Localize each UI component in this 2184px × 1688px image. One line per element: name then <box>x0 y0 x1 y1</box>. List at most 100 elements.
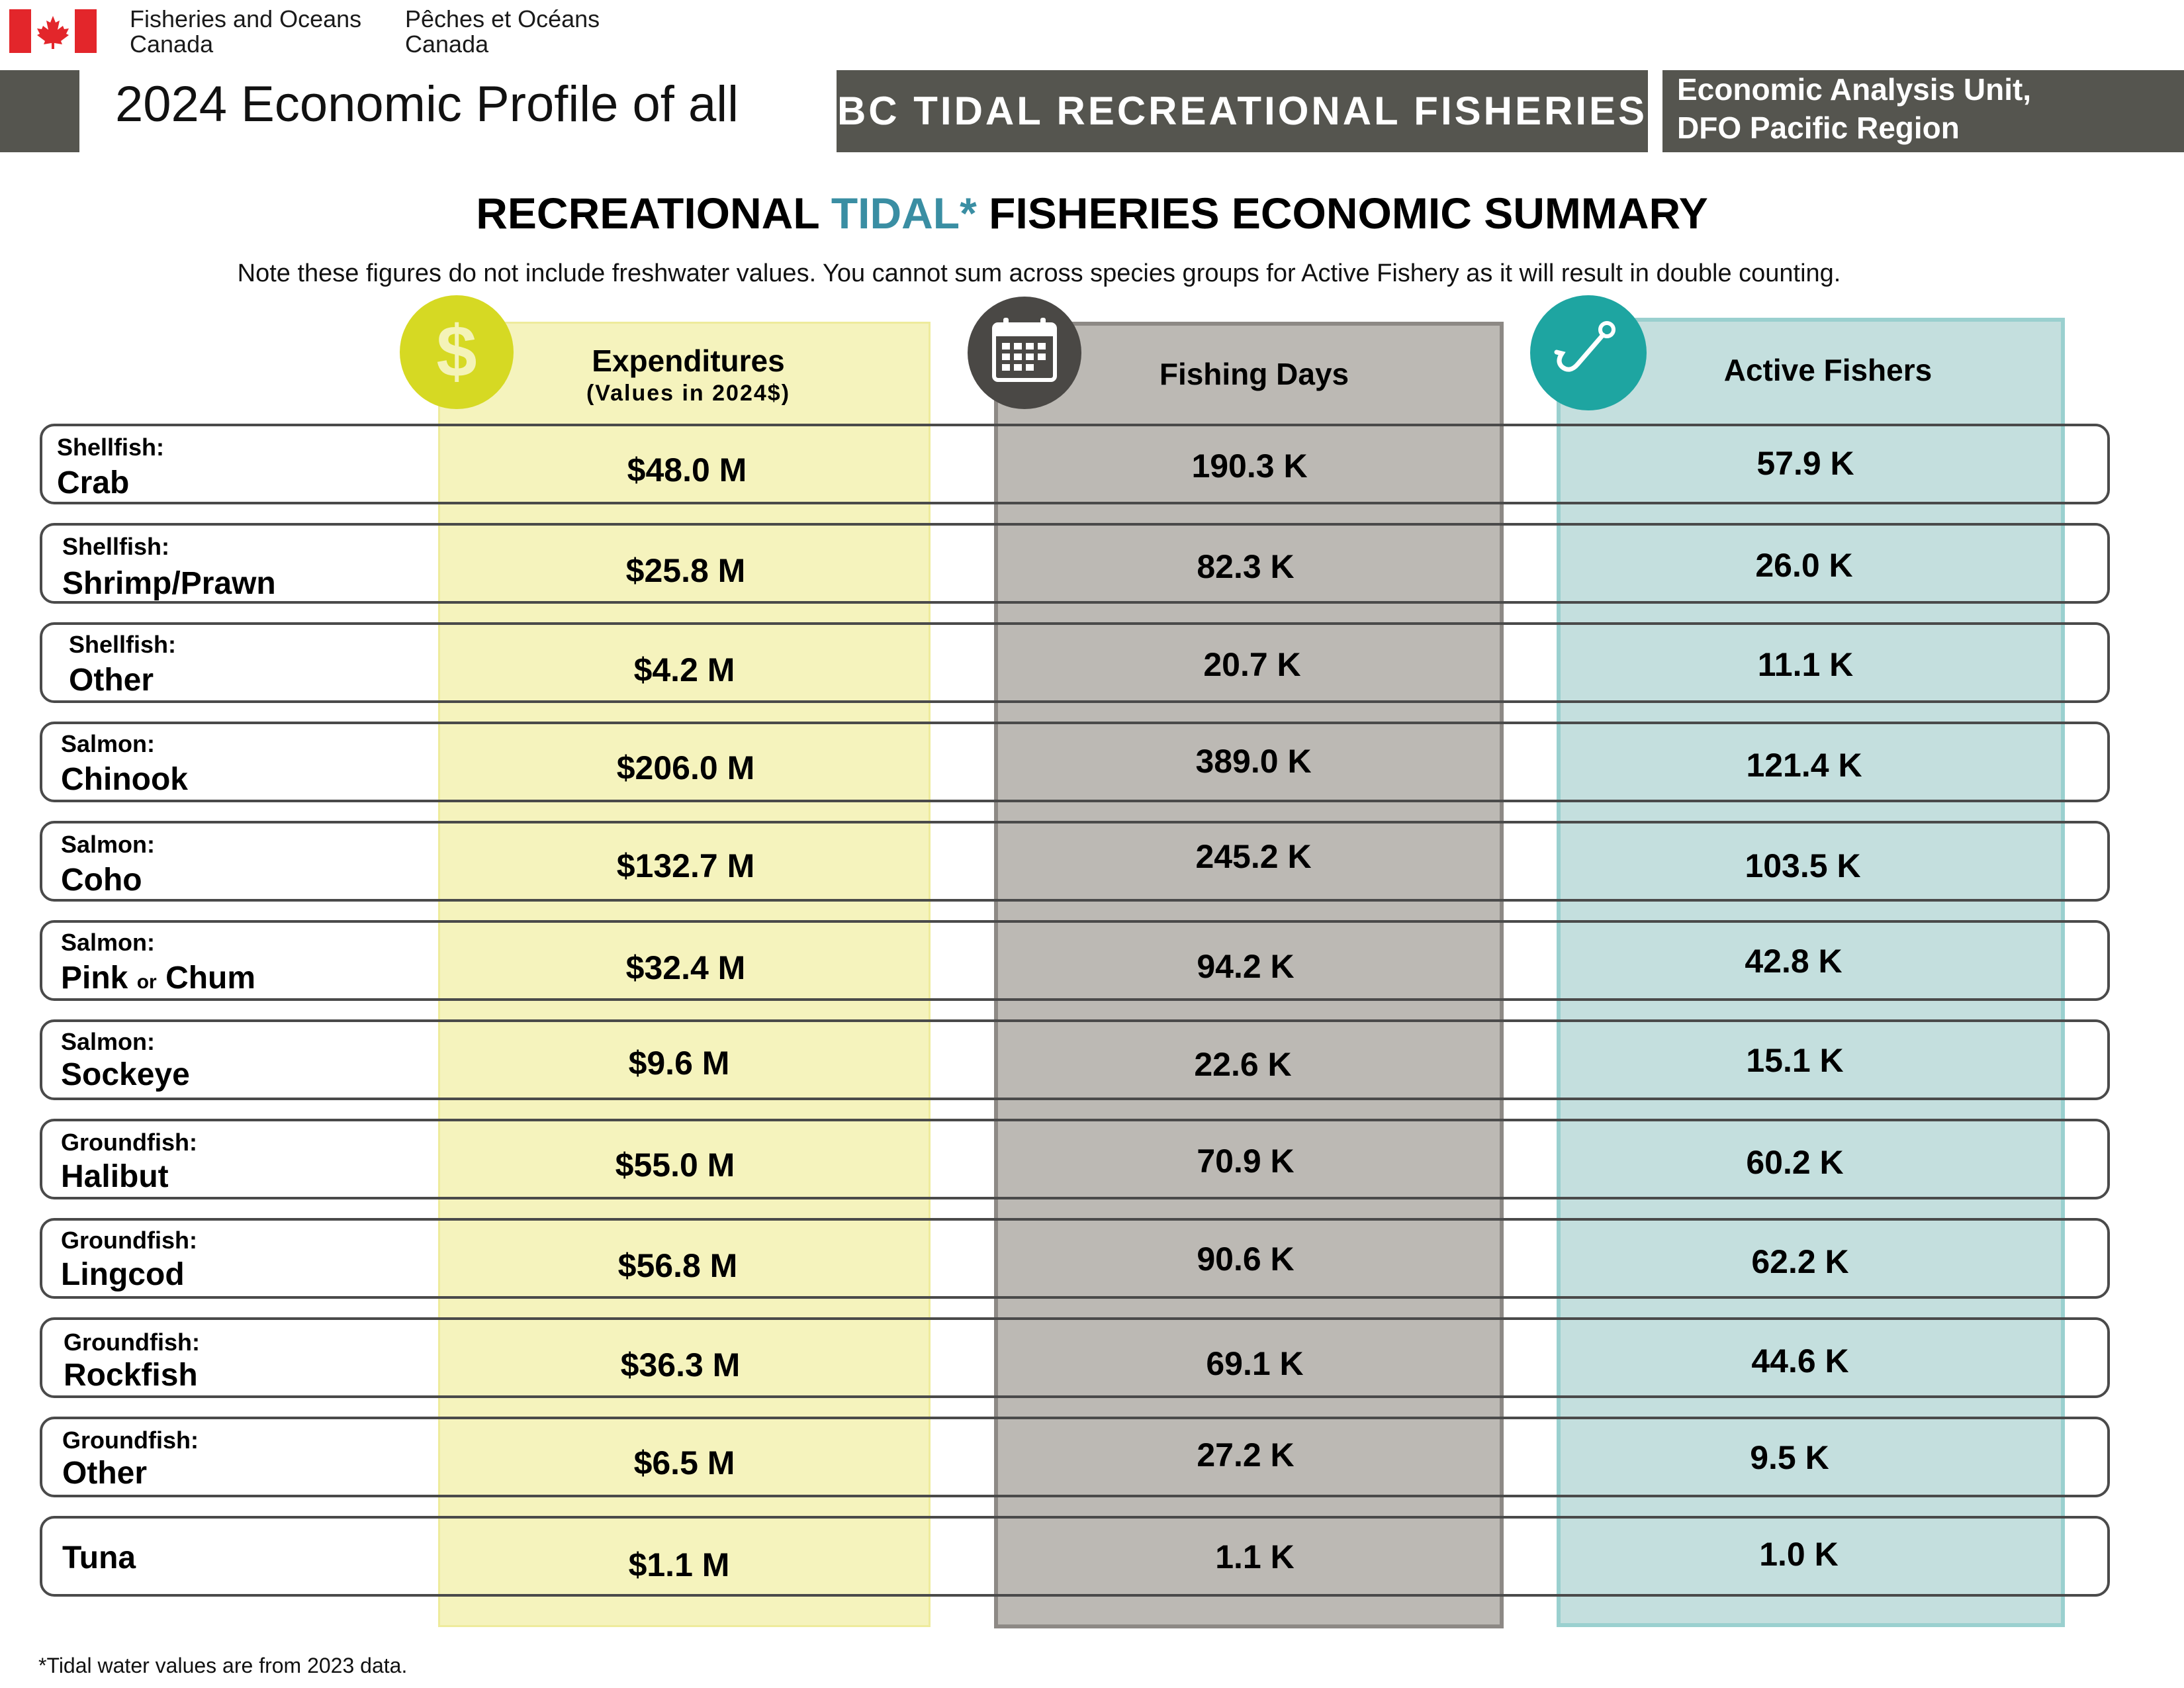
active-fishers-value: 15.1 K <box>1746 1042 1844 1079</box>
department-en-line2: Canada <box>130 30 214 58</box>
fishing-days-value: 90.6 K <box>1197 1241 1295 1278</box>
table-row-rockfish <box>40 1317 2110 1398</box>
row-category: Salmon: <box>61 1028 156 1055</box>
calendar-icon <box>968 297 1081 409</box>
row-category: Shellfish: <box>57 434 165 461</box>
unit-line2: DFO Pacific Region <box>1677 111 1960 145</box>
footnote: *Tidal water values are from 2023 data. <box>38 1654 408 1677</box>
row-name: Pink or Chum <box>61 960 255 1001</box>
row-category: Groundfish: <box>61 1227 197 1254</box>
fishing-days-value: 27.2 K <box>1197 1436 1295 1474</box>
expenditures-value: $132.7 M <box>616 847 755 884</box>
expenditures-value: $25.8 M <box>625 552 746 589</box>
canada-flag-logo <box>9 9 97 53</box>
department-en-line1: Fisheries and Oceans <box>130 5 362 32</box>
row-name: Tuna <box>62 1540 136 1575</box>
active-fishers-value: 9.5 K <box>1750 1439 1829 1476</box>
row-name: Coho <box>61 863 142 898</box>
page-title: 2024 Economic Profile of all <box>115 76 739 132</box>
fishing-days-value: 20.7 K <box>1203 646 1301 683</box>
table-row-pink-chum <box>40 920 2110 1001</box>
fishing-days-value: 1.1 K <box>1215 1538 1295 1575</box>
expenditures-value: $32.4 M <box>625 949 746 986</box>
row-category: Groundfish: <box>61 1129 197 1156</box>
expenditures-value: $6.5 M <box>633 1444 735 1481</box>
row-category: Shellfish: <box>62 533 170 560</box>
fishing-days-column-panel <box>994 322 1504 1628</box>
active-fishers-column-panel <box>1557 318 2065 1627</box>
summary-title-post: FISHERIES ECONOMIC SUMMARY <box>976 189 1708 238</box>
active-fishers-value: 57.9 K <box>1756 445 1854 482</box>
unit-line1: Economic Analysis Unit, <box>1677 72 2032 107</box>
active-fishers-value: 60.2 K <box>1746 1144 1844 1181</box>
active-fishers-value: 11.1 K <box>1757 646 1854 683</box>
table-row-tuna <box>40 1516 2110 1597</box>
row-name: Lingcod <box>61 1257 185 1292</box>
header-banner: BC TIDAL RECREATIONAL FISHERIES <box>837 70 1648 152</box>
department-name-english: Fisheries and Oceans Canada <box>130 7 361 57</box>
department-fr-line2: Canada <box>405 30 489 58</box>
expenditures-value: $36.3 M <box>620 1346 741 1383</box>
fishing-days-header: Fishing Days <box>1159 357 1349 391</box>
active-fishers-value: 1.0 K <box>1759 1536 1839 1573</box>
table-row-chinook <box>40 722 2110 802</box>
summary-note: Note these figures do not include freshw… <box>237 259 1841 287</box>
row-name: Crab <box>57 465 130 500</box>
expenditures-title: Expenditures <box>592 344 785 378</box>
fishing-days-value: 70.9 K <box>1197 1143 1295 1180</box>
row-name-or: or <box>136 971 157 993</box>
table-row-crab <box>40 424 2110 504</box>
fishing-days-value: 69.1 K <box>1206 1345 1304 1382</box>
active-fishers-value: 42.8 K <box>1745 943 1843 980</box>
fishing-days-value: 389.0 K <box>1195 743 1312 780</box>
row-category: Groundfish: <box>62 1427 199 1454</box>
table-row-coho <box>40 821 2110 902</box>
department-fr-line1: Pêches et Océans <box>405 5 600 32</box>
expenditures-value: $56.8 M <box>617 1247 738 1284</box>
row-name: Chinook <box>61 762 188 797</box>
row-name: Other <box>69 663 154 698</box>
expenditures-column-panel <box>438 322 931 1627</box>
active-fishers-value: 121.4 K <box>1746 747 1862 784</box>
summary-title-accent: TIDAL* <box>831 189 977 238</box>
row-category: Salmon: <box>61 730 156 757</box>
header-bar-left <box>0 70 79 152</box>
department-name-french: Pêches et Océans Canada <box>405 7 600 57</box>
row-name: Rockfish <box>64 1358 198 1393</box>
table-row-groundfish-other <box>40 1417 2110 1497</box>
row-name: Other <box>62 1456 148 1491</box>
row-category: Salmon: <box>61 831 156 858</box>
row-name-pink: Pink <box>61 961 128 996</box>
row-category: Groundfish: <box>64 1329 200 1356</box>
row-name: Halibut <box>61 1159 169 1194</box>
table-row-halibut <box>40 1119 2110 1199</box>
expenditures-value: $4.2 M <box>633 651 735 688</box>
expenditures-header: Expenditures (Values in 2024$) <box>516 343 860 408</box>
fishing-days-value: 82.3 K <box>1197 548 1295 585</box>
header-unit: Economic Analysis Unit, DFO Pacific Regi… <box>1662 70 2184 152</box>
table-row-shrimp-prawn <box>40 523 2110 604</box>
expenditures-subtitle: (Values in 2024$) <box>586 381 791 406</box>
summary-title-pre: RECREATIONAL <box>476 189 831 238</box>
active-fishers-value: 26.0 K <box>1755 547 1853 584</box>
expenditures-value: $48.0 M <box>627 451 747 489</box>
summary-title: RECREATIONAL TIDAL* FISHERIES ECONOMIC S… <box>0 185 2184 241</box>
row-category: Salmon: <box>61 929 156 956</box>
table-row-lingcod <box>40 1218 2110 1299</box>
fishing-days-value: 190.3 K <box>1191 447 1308 485</box>
row-name: Shrimp/Prawn <box>62 566 276 601</box>
fishing-days-value: 94.2 K <box>1197 948 1295 985</box>
table-row-sockeye <box>40 1019 2110 1100</box>
expenditures-value: $1.1 M <box>628 1546 730 1583</box>
fishing-days-value: 245.2 K <box>1195 838 1312 875</box>
active-fishers-value: 44.6 K <box>1751 1342 1849 1380</box>
fish-hook-icon <box>1530 295 1647 410</box>
active-fishers-value: 103.5 K <box>1745 847 1861 884</box>
row-category: Shellfish: <box>69 631 177 658</box>
expenditures-value: $206.0 M <box>616 749 755 786</box>
fishing-days-value: 22.6 K <box>1194 1046 1292 1083</box>
active-fishers-value: 62.2 K <box>1751 1243 1849 1280</box>
expenditures-value: $9.6 M <box>628 1045 730 1082</box>
table-row-shellfish-other <box>40 622 2110 703</box>
dollar-icon: $ <box>400 295 514 409</box>
